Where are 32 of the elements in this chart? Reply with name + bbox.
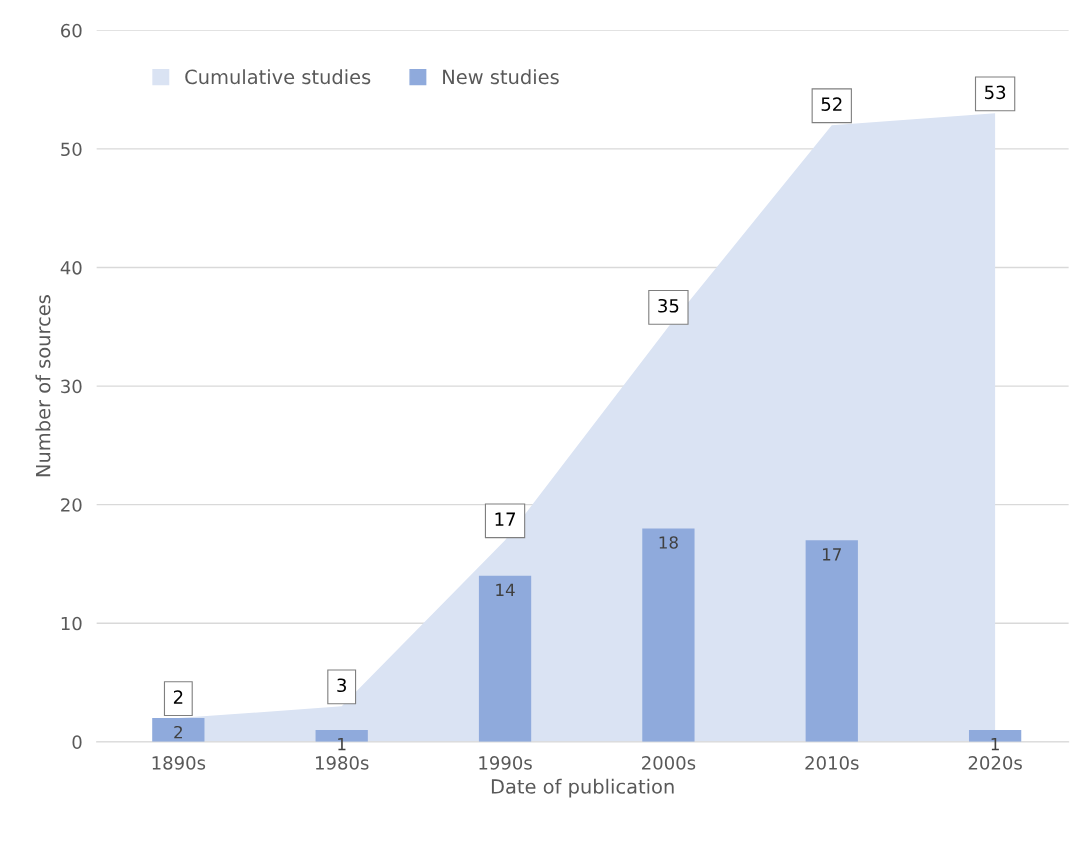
data-label: 35 <box>658 298 679 313</box>
data-label: 18 <box>659 536 678 549</box>
bar <box>642 528 695 742</box>
y-tick-label: 20 <box>61 498 82 512</box>
x-tick-label: 2010s <box>805 756 859 770</box>
legend-label: New studies <box>443 69 559 85</box>
bar <box>805 540 858 742</box>
data-label: 14 <box>496 583 515 596</box>
data-label: 53 <box>985 85 1006 100</box>
data-label: 17 <box>495 512 515 526</box>
data-label: 2 <box>173 690 183 704</box>
x-axis-title: Date of publication <box>491 778 674 798</box>
bar <box>478 575 532 742</box>
data-label: 1 <box>338 737 346 751</box>
data-label: 2 <box>174 725 182 739</box>
y-tick-label: 0 <box>72 735 82 749</box>
data-label: 17 <box>822 548 841 561</box>
x-tick-label: 2000s <box>642 756 696 770</box>
x-tick-label: 1890s <box>152 756 206 770</box>
y-tick-label: 50 <box>61 142 82 157</box>
y-tick-label: 40 <box>60 260 82 275</box>
data-label: 52 <box>821 97 842 112</box>
data-label: 1 <box>991 737 999 751</box>
x-tick-label: 1990s <box>479 756 532 770</box>
x-tick-label: 2020s <box>968 756 1022 770</box>
data-label: 3 <box>337 678 346 693</box>
y-tick-label: 10 <box>61 616 82 631</box>
legend-label: Cumulative studies <box>185 69 371 85</box>
x-tick-label: 1980s <box>316 756 369 770</box>
y-tick-label: 60 <box>61 23 82 38</box>
y-axis-title: Number of sources <box>35 295 51 477</box>
y-tick-label: 30 <box>61 379 82 394</box>
